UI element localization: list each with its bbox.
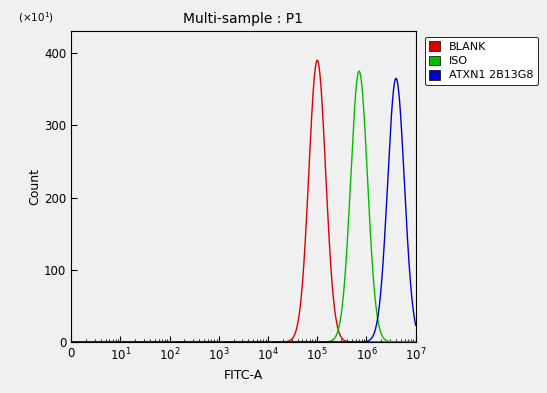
X-axis label: FITC-A: FITC-A — [224, 369, 263, 382]
Title: Multi-sample : P1: Multi-sample : P1 — [183, 12, 304, 26]
Legend: BLANK, ISO, ATXN1 2B13G8: BLANK, ISO, ATXN1 2B13G8 — [424, 37, 538, 85]
Text: $(\times10^{1})$: $(\times10^{1})$ — [18, 11, 54, 25]
Y-axis label: Count: Count — [28, 168, 41, 205]
